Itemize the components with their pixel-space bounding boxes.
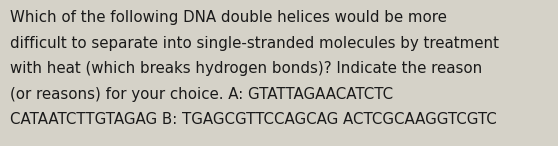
Text: difficult to separate into single-stranded molecules by treatment: difficult to separate into single-strand… [10, 36, 499, 51]
Text: Which of the following DNA double helices would be more: Which of the following DNA double helice… [10, 10, 447, 25]
Text: (or reasons) for your choice. A: GTATTAGAACATCTC: (or reasons) for your choice. A: GTATTAG… [10, 87, 393, 102]
Text: with heat (which breaks hydrogen bonds)? Indicate the reason: with heat (which breaks hydrogen bonds)?… [10, 61, 482, 76]
Text: CATAATCTTGTAGAG B: TGAGCGTTCCAGCAG ACTCGCAAGGTCGTC: CATAATCTTGTAGAG B: TGAGCGTTCCAGCAG ACTCG… [10, 112, 497, 127]
